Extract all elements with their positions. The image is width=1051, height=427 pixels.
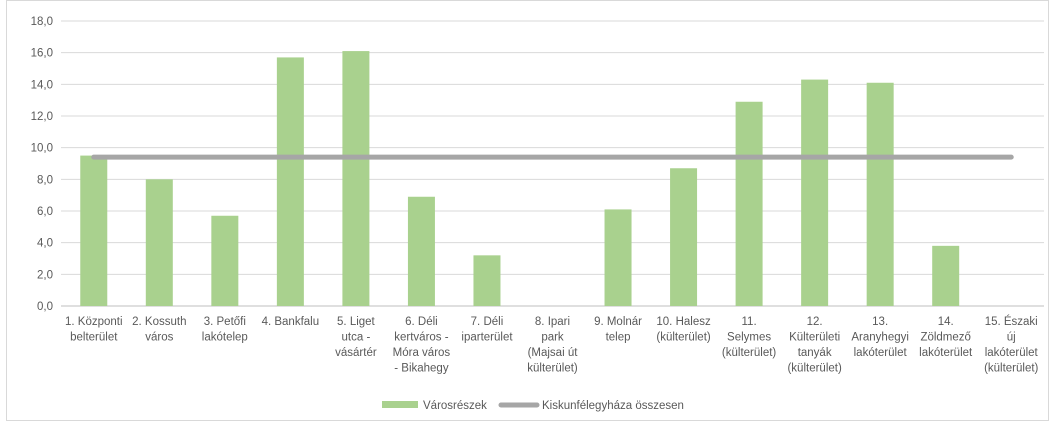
y-tick-label: 14,0	[31, 79, 53, 91]
legend-swatch-bars	[382, 401, 418, 408]
y-tick-label: 18,0	[31, 16, 53, 28]
bar	[801, 79, 829, 306]
x-tick-label-line: lakótelep	[202, 332, 248, 344]
x-tick-label-line: Selymes	[727, 332, 771, 344]
x-tick-label-line: (külterület)	[656, 332, 710, 344]
x-tick-label: 12. Külterületi tanyák (külterület)	[787, 316, 841, 375]
x-tick-label-line: 12.	[807, 316, 823, 328]
x-tick-label-line: Külterületi	[789, 332, 840, 344]
x-tick-label-line: külterület)	[527, 363, 578, 375]
x-tick-label: 11. Selymes (külterület)	[722, 316, 776, 359]
x-tick-label: 2. Kossuth város	[132, 316, 186, 344]
x-tick-label-line: vásártér	[335, 347, 377, 359]
x-tick-label-line: 4. Bankfalu	[262, 316, 320, 328]
chart-svg: 0,0 2,0 4,0 6,0 8,0 10,0 12,0 14,0 16,0 18,0 1. K…	[31, 16, 1044, 412]
x-tick-label-line: 15. Északi	[985, 315, 1038, 328]
y-tick-label: 10,0	[31, 143, 53, 155]
bar	[342, 51, 370, 307]
x-tick-label-line: belterület	[70, 332, 118, 344]
bar	[670, 168, 698, 306]
chart-frame: 0,0 2,0 4,0 6,0 8,0 10,0 12,0 14,0 16,0 18,0 1. K…	[6, 0, 1049, 421]
legend-label-bars: Városrészek	[423, 400, 487, 412]
x-tick-label-line: 1. Központi	[65, 316, 123, 328]
bar	[866, 82, 894, 306]
x-tick-label: 8. Ipari park (Majsai út külterület)	[527, 316, 578, 375]
x-tick-label: 10. Halesz (külterület)	[656, 316, 711, 344]
x-tick-label-line: lakóterület	[985, 347, 1039, 359]
y-tick-label: 12,0	[31, 111, 53, 123]
x-tick-label-line: (külterület)	[787, 363, 841, 375]
x-tick-label-line: új	[1007, 332, 1016, 344]
x-tick-label-line: utca -	[342, 332, 371, 344]
x-tick-label: 15. Északi új lakóterület (külterület)	[984, 315, 1038, 375]
x-tick-label-line: Móra város	[393, 347, 451, 359]
y-axis: 0,0 2,0 4,0 6,0 8,0 10,0 12,0 14,0 16,0 18,0	[31, 16, 53, 313]
x-tick-label-line: (Majsai út	[528, 347, 579, 359]
x-tick-label-line: tanyák	[798, 347, 832, 359]
x-tick-label-line: (külterület)	[984, 363, 1038, 375]
x-tick-label-line: város	[145, 332, 173, 344]
bar	[276, 57, 304, 306]
bar	[80, 155, 108, 306]
x-tick-label: 1. Központi belterület	[65, 316, 123, 344]
x-tick-label: 4. Bankfalu	[262, 316, 320, 328]
x-tick-label-line: Aranyhegyi	[851, 332, 909, 344]
x-tick-label-line: (külterület)	[722, 347, 776, 359]
y-tick-label: 4,0	[37, 238, 53, 250]
bar	[932, 245, 960, 306]
x-tick-label: 5. Liget utca - vásártér	[335, 316, 377, 359]
gridlines	[61, 20, 1044, 307]
bar	[211, 215, 239, 306]
x-tick-label: 6. Déli kertváros - Móra város - Bikahegy	[393, 316, 451, 375]
bar-series	[80, 51, 960, 307]
x-tick-label-line: 7. Déli	[471, 316, 504, 328]
x-tick-label-line: 10. Halesz	[656, 316, 711, 328]
x-tick-label-line: 13.	[872, 316, 888, 328]
x-tick-label-line: iparterület	[461, 332, 513, 344]
x-tick-label-line: 6. Déli	[405, 316, 438, 328]
x-tick-label: 9. Molnár telep	[594, 316, 642, 344]
x-axis: 1. Központi belterület 2. Kossuth város 3. P…	[65, 315, 1039, 375]
x-tick-label-line: - Bikahegy	[394, 363, 449, 375]
bar	[604, 209, 632, 306]
x-tick-label: 7. Déli iparterület	[461, 316, 513, 344]
x-tick-label-line: 11.	[742, 316, 757, 328]
x-tick-label-line: 9. Molnár	[594, 316, 642, 328]
legend-label-line: Kiskunfélegyháza összesen	[542, 400, 684, 412]
y-tick-label: 6,0	[37, 206, 53, 218]
x-tick-label: 3. Petőfi lakótelep	[202, 316, 248, 344]
y-tick-label: 8,0	[37, 174, 53, 186]
y-tick-label: 0,0	[37, 301, 53, 313]
bar	[735, 101, 763, 306]
x-tick-label: 13. Aranyhegyi lakóterület	[851, 316, 909, 359]
x-tick-label-line: 14.	[938, 316, 954, 328]
bar	[473, 255, 501, 306]
x-tick-label-line: lakóterület	[919, 347, 973, 359]
x-tick-label-line: 5. Liget	[337, 316, 376, 328]
bar	[407, 196, 435, 306]
x-tick-label-line: park	[541, 332, 564, 344]
x-tick-label-line: 3. Petőfi	[204, 316, 246, 328]
legend: Városrészek Kiskunfélegyháza összesen	[382, 400, 684, 412]
y-tick-label: 16,0	[31, 48, 53, 60]
x-tick-label-line: 2. Kossuth	[132, 316, 186, 328]
x-tick-label-line: kertváros -	[394, 332, 448, 344]
x-tick-label-line: lakóterület	[854, 347, 908, 359]
y-tick-label: 2,0	[37, 269, 53, 281]
bar	[145, 179, 173, 306]
x-tick-label: 14. Zöldmező lakóterület	[919, 316, 973, 359]
x-tick-label-line: 8. Ipari	[535, 316, 570, 328]
x-tick-label-line: Zöldmező	[920, 332, 971, 344]
x-tick-label-line: telep	[606, 332, 631, 344]
